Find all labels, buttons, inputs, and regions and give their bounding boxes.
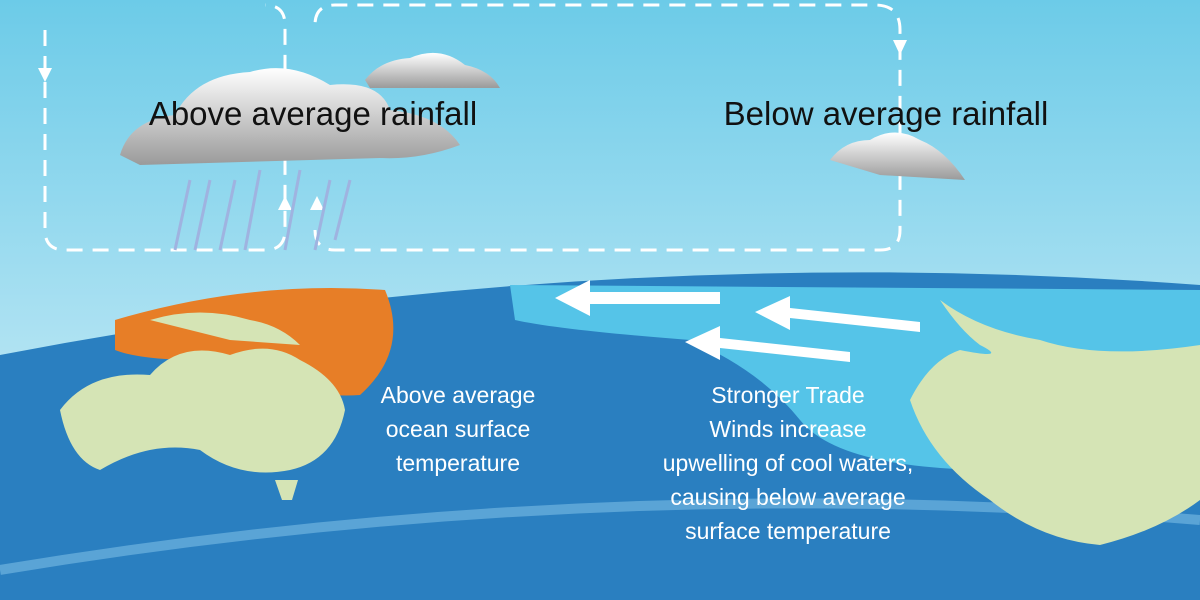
circulation bbox=[43, 3, 902, 252]
text-line: causing below average bbox=[670, 484, 905, 510]
trade-winds bbox=[555, 280, 920, 362]
trade-winds-label: Stronger Trade Winds increase upwelling … bbox=[663, 382, 914, 544]
land bbox=[60, 300, 1200, 545]
text-line: surface temperature bbox=[685, 518, 891, 544]
right-rainfall-label: Below average rainfall bbox=[724, 95, 1049, 132]
text-line: Stronger Trade bbox=[711, 382, 864, 408]
text-line: temperature bbox=[396, 450, 520, 476]
text-line: upwelling of cool waters, bbox=[663, 450, 914, 476]
clouds bbox=[120, 52, 965, 180]
text-line: Above average bbox=[381, 382, 536, 408]
text-line: Winds increase bbox=[709, 416, 866, 442]
ocean-temp-label: Above average ocean surface temperature bbox=[381, 382, 536, 476]
left-rainfall-label: Above average rainfall bbox=[149, 95, 477, 132]
arrowheads bbox=[38, 40, 907, 210]
rain bbox=[173, 169, 352, 251]
text-line: ocean surface bbox=[386, 416, 530, 442]
